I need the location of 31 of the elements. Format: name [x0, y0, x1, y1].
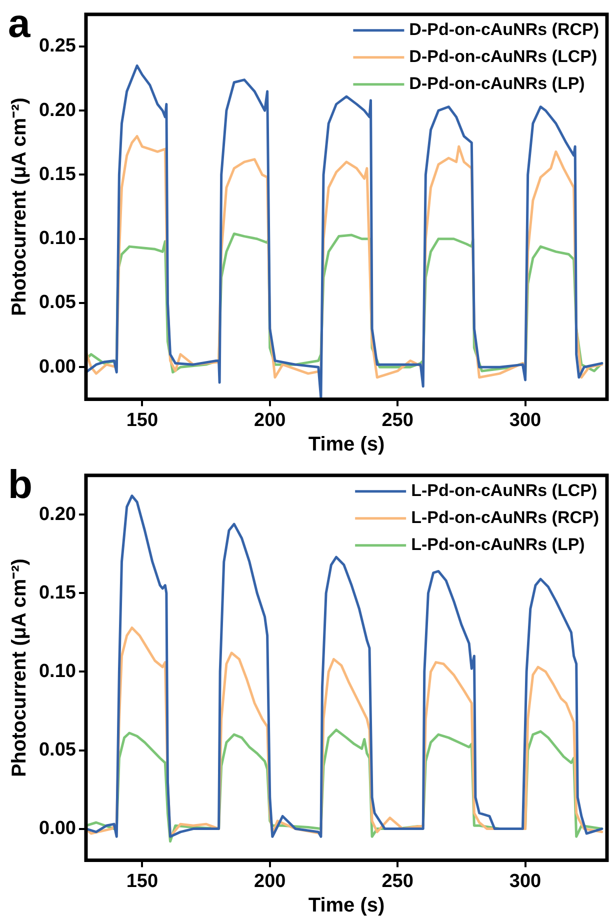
y-tick-label: 0.20	[38, 504, 76, 525]
y-axis-title: Photocurrent (μA cm⁻²)	[8, 558, 31, 778]
x-tick-label: 150	[126, 870, 158, 892]
x-tick-label: 200	[254, 410, 286, 431]
x-tick-label: 250	[382, 870, 414, 892]
y-tick-label: 0.25	[38, 36, 76, 57]
x-axis-title: Time (s)	[308, 894, 385, 917]
y-tick-label: 0.15	[38, 582, 76, 604]
chart-title: b	[8, 463, 32, 508]
chart-title: a	[8, 2, 31, 46]
y-tick-label: 0.05	[38, 292, 76, 314]
y-tick-label: 0.20	[38, 100, 76, 121]
legend-label: L-Pd-on-cAuNRs (LCP)	[411, 481, 598, 500]
y-tick-label: 0.00	[38, 818, 76, 840]
y-axis-title: Photocurrent (μA cm⁻²)	[8, 98, 31, 316]
x-tick-label: 300	[509, 870, 542, 892]
legend-label: D-Pd-on-cAuNRs (LP)	[409, 74, 585, 94]
legend-label: L-Pd-on-cAuNRs (LP)	[411, 535, 585, 554]
x-tick-label: 150	[126, 410, 158, 431]
y-tick-label: 0.15	[38, 164, 76, 185]
y-tick-label: 0.10	[38, 660, 76, 682]
x-tick-label: 250	[382, 410, 414, 431]
legend-label: D-Pd-on-cAuNRs (RCP)	[409, 20, 600, 40]
legend-label: D-Pd-on-cAuNRs (LCP)	[409, 47, 598, 66]
y-tick-label: 0.00	[38, 356, 76, 378]
x-tick-label: 300	[509, 410, 542, 431]
y-tick-label: 0.05	[38, 739, 76, 760]
y-tick-label: 0.10	[38, 228, 76, 250]
legend-label: L-Pd-on-cAuNRs (RCP)	[411, 508, 599, 528]
x-axis-title: Time (s)	[308, 434, 385, 456]
x-tick-label: 200	[254, 870, 286, 892]
